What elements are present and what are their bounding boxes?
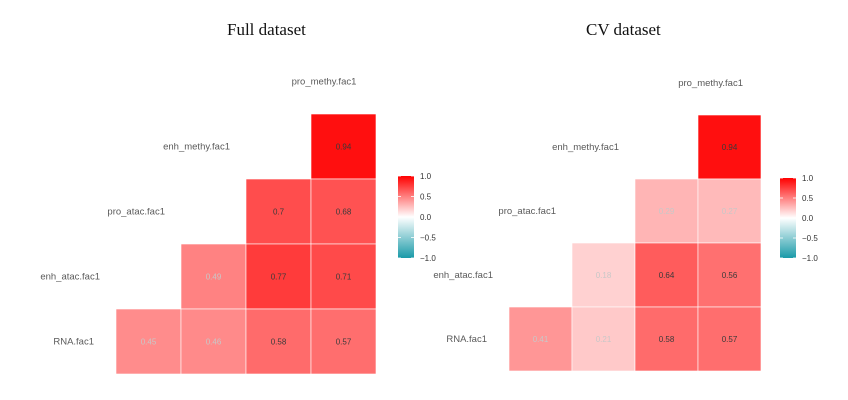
cell-value-label: 0.21 xyxy=(596,335,612,344)
heatmap-cell xyxy=(310,243,377,310)
heatmap-cell xyxy=(245,308,312,375)
cell-value-label: 0.58 xyxy=(659,335,675,344)
heatmap-cell xyxy=(180,243,247,310)
heatmap-cell xyxy=(697,242,762,308)
cell-value-label: 0.56 xyxy=(722,271,738,280)
variable-label-pro-atac-fac1: pro_atac.fac1 xyxy=(107,207,165,218)
colorbar-tick-label: 1.0 xyxy=(802,174,814,183)
colorbar-tick-label: −0.5 xyxy=(420,234,436,243)
chart-title-cv: CV dataset xyxy=(586,20,661,39)
variable-label-pro-atac-fac1: pro_atac.fac1 xyxy=(498,206,556,217)
cell-value-label: 0.46 xyxy=(206,338,222,347)
cell-value-label: 0.41 xyxy=(533,335,549,344)
heatmap-cell xyxy=(115,308,182,375)
cell-value-label: 0.68 xyxy=(336,208,352,217)
colorbar-cv xyxy=(780,178,796,258)
heatmap-cell xyxy=(310,308,377,375)
cell-value-label: 0.58 xyxy=(271,338,287,347)
colorbar-full xyxy=(398,176,414,258)
variable-label-enh-atac-fac1: enh_atac.fac1 xyxy=(40,272,100,283)
variable-label-enh-atac-fac1: enh_atac.fac1 xyxy=(433,270,493,281)
cell-value-label: 0.57 xyxy=(722,335,738,344)
cell-value-label: 0.71 xyxy=(336,273,352,282)
cell-value-label: 0.64 xyxy=(659,271,675,280)
cell-value-label: 0.94 xyxy=(722,143,738,152)
chart-title-full: Full dataset xyxy=(227,20,306,39)
heatmap-cell xyxy=(697,114,762,180)
heatmap-cell xyxy=(245,178,312,245)
heatmap-cell xyxy=(697,178,762,244)
colorbar-tick-label: 0.0 xyxy=(802,214,814,223)
cell-value-label: 0.49 xyxy=(206,273,222,282)
cell-value-label: 0.27 xyxy=(722,207,738,216)
colorbar-tick-label: 0.5 xyxy=(802,194,814,203)
cell-value-label: 0.77 xyxy=(271,273,287,282)
cell-value-label: 0.7 xyxy=(273,208,285,217)
cell-value-label: 0.29 xyxy=(659,207,675,216)
heatmap-cells-cv: 0.94 0.29 0.27 0.18 0.64 0.56 0.41 0.21 0.58 0.57 xyxy=(508,114,762,372)
colorbar-tick-label: −1.0 xyxy=(420,254,436,263)
variable-label-enh-methy-fac1: enh_methy.fac1 xyxy=(163,142,230,153)
colorbar-tick-label: 1.0 xyxy=(420,172,432,181)
cell-value-label: 0.57 xyxy=(336,338,352,347)
heatmap-cell xyxy=(310,178,377,245)
heatmap-cell xyxy=(634,242,699,308)
variable-label-rna-fac1: RNA.fac1 xyxy=(53,337,94,348)
heatmap-cell xyxy=(571,242,636,308)
cell-value-label: 0.94 xyxy=(336,143,352,152)
heatmap-cell xyxy=(508,306,573,372)
variable-label-pro-methy-fac1: pro_methy.fac1 xyxy=(678,78,743,89)
cell-value-label: 0.18 xyxy=(596,271,612,280)
colorbar-tick-label: −0.5 xyxy=(802,234,818,243)
heatmap-cell xyxy=(634,178,699,244)
heatmap-cells-full: 0.94 0.7 0.68 0.49 0.77 0.71 0.45 0.46 0.58 0.57 xyxy=(115,113,377,375)
heatmap-cell xyxy=(180,308,247,375)
heatmap-cell xyxy=(571,306,636,372)
variable-label-enh-methy-fac1: enh_methy.fac1 xyxy=(552,142,619,153)
variable-label-rna-fac1: RNA.fac1 xyxy=(446,334,487,345)
variable-label-pro-methy-fac1: pro_methy.fac1 xyxy=(292,77,357,88)
heatmap-cell xyxy=(310,113,377,180)
heatmap-cell xyxy=(697,306,762,372)
colorbar-tick-label: 0.0 xyxy=(420,213,432,222)
cell-value-label: 0.45 xyxy=(141,338,157,347)
colorbar-tick-label: −1.0 xyxy=(802,254,818,263)
colorbar-tick-label: 0.5 xyxy=(420,193,432,202)
